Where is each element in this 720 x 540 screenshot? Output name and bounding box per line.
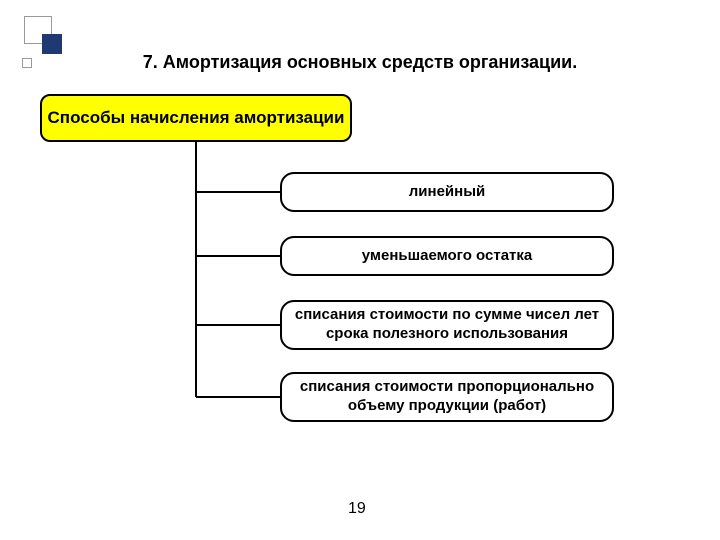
child-node-1: линейный [280,172,614,212]
child-node-4: списания стоимости пропорционально объем… [280,372,614,422]
child-node-2: уменьшаемого остатка [280,236,614,276]
page-number: 19 [348,500,366,518]
root-node: Способы начисления амортизации [40,94,352,142]
page-title: 7. Амортизация основных средств организа… [0,52,720,73]
child-node-3: списания стоимости по сумме чисел лет ср… [280,300,614,350]
deco-square-filled [42,34,62,54]
